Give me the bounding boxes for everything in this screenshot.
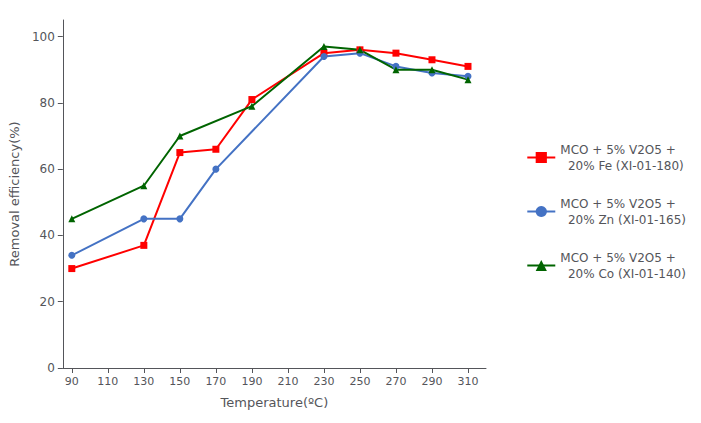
- svg-text:90: 90: [65, 375, 79, 388]
- svg-text:20% Co (XI-01-140): 20% Co (XI-01-140): [560, 267, 686, 281]
- svg-text:100: 100: [32, 30, 55, 44]
- svg-text:190: 190: [241, 375, 262, 388]
- svg-text:20: 20: [40, 295, 55, 309]
- svg-text:Removal efficiency(%): Removal efficiency(%): [7, 121, 22, 266]
- svg-text:40: 40: [40, 228, 55, 242]
- svg-text:290: 290: [421, 375, 442, 388]
- svg-text:80: 80: [40, 96, 55, 110]
- svg-text:310: 310: [457, 375, 478, 388]
- svg-text:MCO + 5% V2O5 +: MCO + 5% V2O5 +: [560, 251, 676, 265]
- svg-text:Temperature(ºC): Temperature(ºC): [220, 395, 329, 410]
- svg-text:60: 60: [40, 162, 55, 176]
- svg-text:MCO + 5% V2O5 +: MCO + 5% V2O5 +: [560, 143, 676, 157]
- svg-text:170: 170: [205, 375, 226, 388]
- svg-text:210: 210: [277, 375, 298, 388]
- svg-text:MCO + 5% V2O5 +: MCO + 5% V2O5 +: [560, 197, 676, 211]
- svg-text:250: 250: [349, 375, 370, 388]
- svg-text:20% Zn (XI-01-165): 20% Zn (XI-01-165): [560, 213, 686, 227]
- svg-text:110: 110: [97, 375, 118, 388]
- svg-text:150: 150: [169, 375, 190, 388]
- svg-text:230: 230: [313, 375, 334, 388]
- svg-text:270: 270: [385, 375, 406, 388]
- svg-text:0: 0: [47, 361, 55, 375]
- svg-text:130: 130: [133, 375, 154, 388]
- svg-text:20% Fe (XI-01-180): 20% Fe (XI-01-180): [560, 159, 684, 173]
